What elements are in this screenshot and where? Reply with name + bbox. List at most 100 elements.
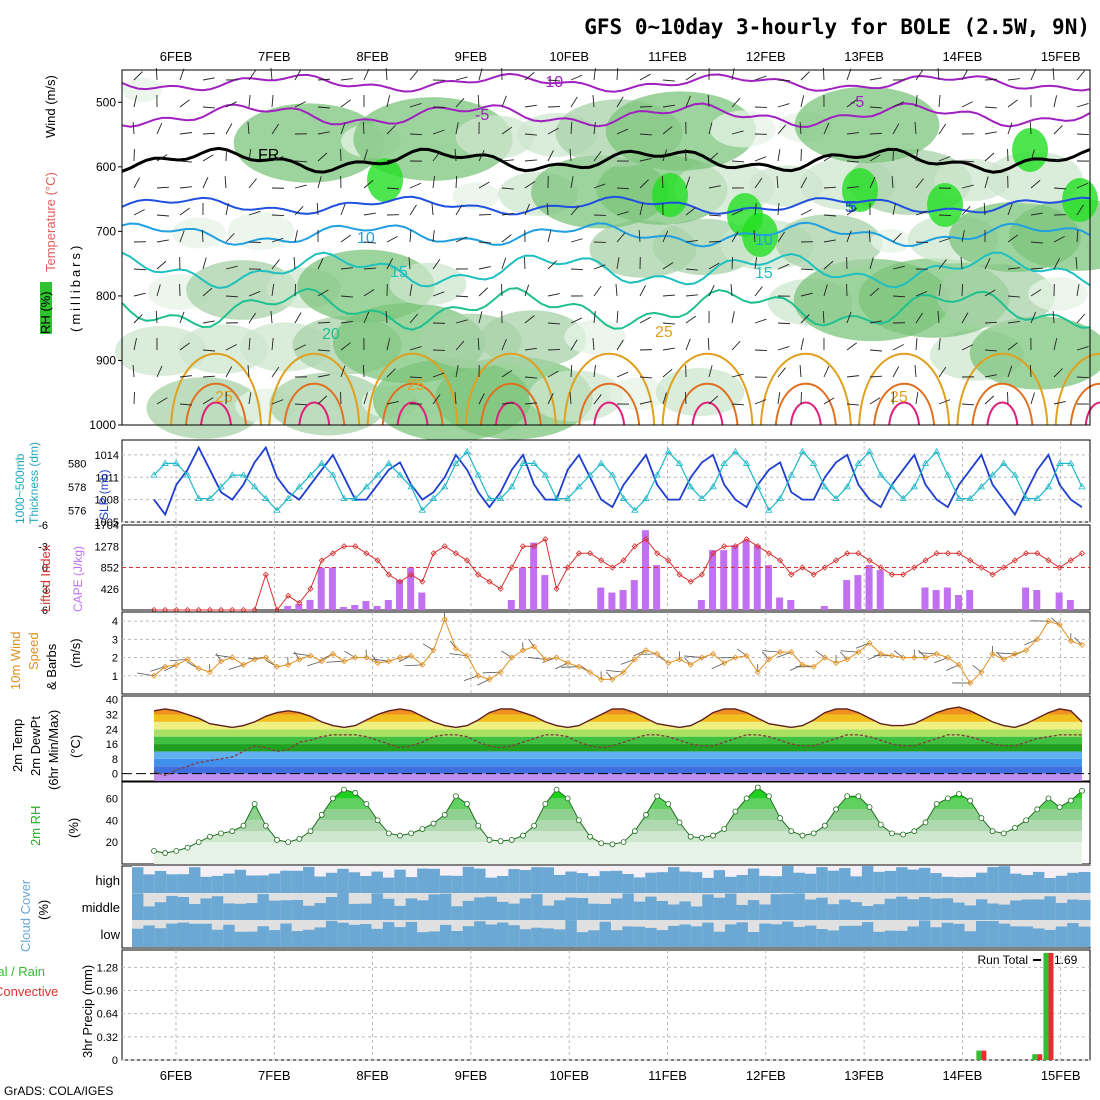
rh-marker	[1000, 830, 1007, 837]
cape-bar	[295, 604, 303, 610]
rh-shading	[452, 182, 500, 210]
wind-barb	[869, 287, 880, 297]
wind-barb	[708, 152, 719, 162]
wind-barb	[616, 371, 629, 378]
cloud-cell-fill	[622, 873, 635, 893]
cloud-cell-fill	[713, 897, 726, 920]
wind-barb	[248, 241, 262, 244]
rh-marker	[363, 800, 370, 807]
wind-barb	[593, 365, 596, 378]
thickness-marker	[1022, 494, 1030, 501]
cloud-cell-fill	[1044, 929, 1057, 947]
slp-label: SLP (mb)	[97, 470, 111, 520]
cloud-cell-fill	[246, 903, 258, 920]
li-marker	[341, 543, 348, 550]
rh-marker	[329, 795, 336, 802]
cloud-cell-fill	[519, 870, 532, 893]
cloud-cell-fill	[211, 896, 224, 920]
wind-barb	[915, 312, 923, 324]
cloud-cell-fill	[713, 870, 726, 893]
wind-speed-marker	[150, 672, 158, 679]
isotherm-arch	[888, 401, 921, 426]
rh2m-panel: 60 40 20	[106, 781, 1091, 865]
thickness-marker	[161, 459, 169, 466]
wind-barb	[224, 176, 227, 189]
thickness-marker	[586, 471, 594, 478]
wind-barb	[133, 95, 138, 108]
li-marker	[855, 550, 862, 557]
wind-barb	[202, 287, 213, 297]
wind-barb	[662, 126, 673, 135]
cloud-cell-fill	[382, 877, 395, 893]
cloud-cell-fill	[588, 903, 601, 920]
isotherm-arch	[396, 401, 429, 426]
rh-marker	[766, 793, 772, 800]
rh-marker	[207, 833, 213, 840]
wind-barb	[271, 123, 280, 135]
wind-barb	[271, 284, 275, 297]
li-marker	[765, 550, 773, 557]
isotherm-arch	[971, 382, 1034, 426]
wind-barb	[132, 121, 135, 135]
wind-barb	[997, 652, 1015, 655]
wind-speed-marker	[620, 669, 627, 676]
cloud-cell-fill	[1055, 875, 1068, 893]
cloud-cell-fill	[633, 877, 646, 893]
wind-barb	[731, 403, 745, 406]
wind-barb	[386, 95, 391, 108]
cloud-cell-fill	[360, 903, 372, 920]
wind-speed-marker	[1034, 636, 1041, 643]
wind-barb	[639, 316, 651, 324]
wind-barb	[984, 131, 997, 135]
wind-barb	[593, 122, 596, 135]
cloud-cell-fill	[690, 872, 703, 893]
wind-barb	[455, 204, 463, 216]
wind-speed-marker	[542, 656, 549, 663]
cloud-cell-fill	[668, 925, 680, 947]
wind-barb	[409, 284, 413, 297]
top-date-label: 9FEB	[455, 49, 488, 64]
cloud-cell-fill	[348, 924, 361, 947]
wind-barb	[938, 259, 947, 270]
wind-speed-marker	[385, 658, 392, 665]
li-marker	[519, 543, 527, 550]
wind-barb	[961, 69, 969, 81]
wind-barb	[133, 177, 141, 189]
cape-bar	[1055, 592, 1063, 610]
wind-barb	[731, 130, 744, 135]
slp-tick-label: 1014	[95, 450, 119, 462]
rh-marker	[452, 793, 459, 800]
wind-barb	[616, 310, 619, 324]
wind-barb	[156, 239, 169, 243]
wind-barb	[593, 264, 606, 270]
cloud-cell-fill	[1010, 900, 1023, 920]
wind-barb	[386, 338, 391, 351]
cloud-cell-fill	[736, 904, 749, 920]
wind-barb	[156, 397, 168, 405]
cloud-cell-fill	[519, 898, 532, 920]
wind-barb	[294, 230, 298, 243]
wind-barb	[155, 310, 158, 324]
wind-barb	[869, 77, 882, 81]
cape-lifted-index-panel: 1704 1278 852 426 -6 -3 0 3 6	[38, 520, 1091, 617]
wind-speed-marker	[866, 639, 873, 647]
thickness-marker	[429, 494, 438, 501]
wind-speed-marker	[195, 665, 202, 672]
temp2m-label-a: 2m Temp	[10, 719, 25, 772]
cloud-cell-fill	[827, 930, 840, 947]
cloud-cell-fill	[679, 901, 692, 920]
wind-barb	[961, 344, 973, 351]
wind-barb	[938, 95, 941, 108]
cloud-cell-fill	[987, 903, 1000, 920]
wind-barb	[799, 365, 802, 378]
li-marker	[989, 571, 996, 578]
isotherm-arch	[464, 352, 557, 426]
wind-barb	[892, 203, 896, 216]
slp-thickness-panel: 1014 1011 1008 1005 580 578 576	[68, 439, 1091, 529]
wind-speed-marker	[721, 659, 728, 667]
thickness-marker	[150, 471, 158, 478]
wind-barb	[708, 262, 720, 270]
slp-tick-label: 1008	[95, 495, 119, 507]
wind-barb	[547, 349, 561, 351]
